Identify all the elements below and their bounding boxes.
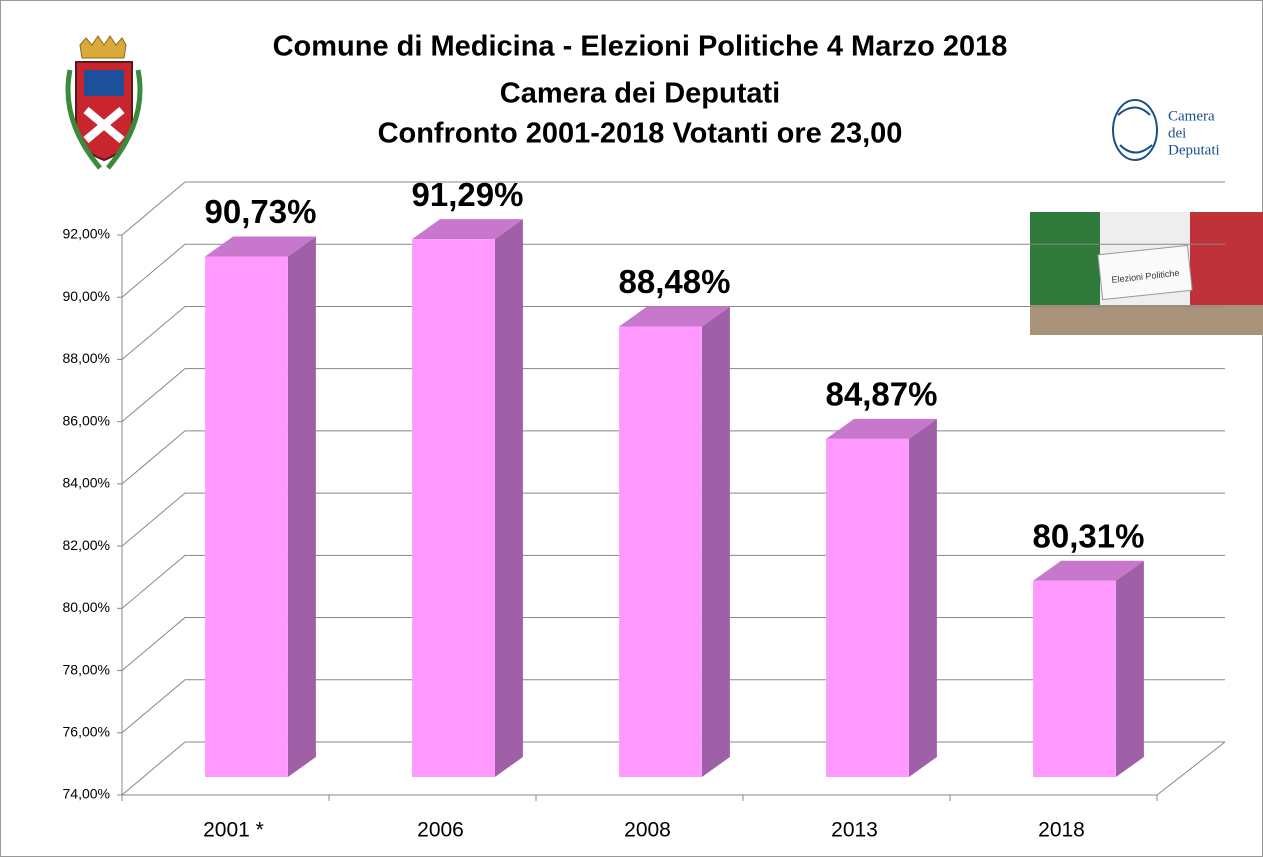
bar <box>619 326 702 777</box>
x-tick-label: 2008 <box>624 819 671 842</box>
value-label: 91,29% <box>412 176 524 213</box>
bar-top <box>412 219 523 240</box>
y-tick-label: 76,00% <box>63 723 110 739</box>
bar-top <box>619 306 730 327</box>
bar-side <box>494 219 523 778</box>
y-tick-label: 86,00% <box>63 412 110 428</box>
bar-top <box>826 418 937 439</box>
bar <box>412 239 495 778</box>
y-tick-label: 82,00% <box>63 537 110 553</box>
bar <box>1033 580 1116 777</box>
bar-top <box>1033 560 1144 581</box>
grid-line <box>121 243 1225 298</box>
y-tick-label: 92,00% <box>63 226 110 242</box>
value-label: 90,73% <box>205 193 317 230</box>
ballot-photo: Elezioni Politiche <box>1030 212 1263 335</box>
logo-text: Deputati <box>1168 142 1220 158</box>
chart-title: Comune di Medicina - Elezioni Politiche … <box>273 31 1008 63</box>
y-tick-label: 84,00% <box>63 475 110 491</box>
chart-subtitle: Confronto 2001-2018 Votanti ore 23,00 <box>378 118 903 150</box>
chart-subtitle: Camera dei Deputati <box>500 78 780 110</box>
bar-side <box>908 418 937 777</box>
grid-line <box>121 305 1225 360</box>
bar-side <box>701 306 730 777</box>
y-tick-label: 78,00% <box>63 661 110 677</box>
y-tick-label: 80,00% <box>63 599 110 615</box>
bar-top <box>205 236 316 257</box>
bar <box>205 256 288 777</box>
logo-text: dei <box>1168 125 1186 141</box>
y-tick-label: 88,00% <box>63 350 110 366</box>
grid-line <box>121 181 1225 236</box>
grid-line <box>121 368 1225 423</box>
value-label: 84,87% <box>826 376 938 413</box>
bar <box>826 438 909 777</box>
y-tick-label: 74,00% <box>63 786 110 802</box>
value-label: 88,48% <box>619 263 731 300</box>
x-tick-label: 2013 <box>831 819 878 842</box>
bar-side <box>1115 560 1144 777</box>
x-tick-label: 2006 <box>417 819 464 842</box>
value-label: 80,31% <box>1033 517 1145 554</box>
x-tick-label: 2001 * <box>203 819 264 842</box>
emblem <box>65 35 143 170</box>
camera-logo <box>1112 99 1158 161</box>
bar-side <box>287 236 316 777</box>
x-tick-label: 2018 <box>1038 819 1085 842</box>
y-tick-label: 90,00% <box>63 288 110 304</box>
logo-text: Camera <box>1168 108 1215 124</box>
